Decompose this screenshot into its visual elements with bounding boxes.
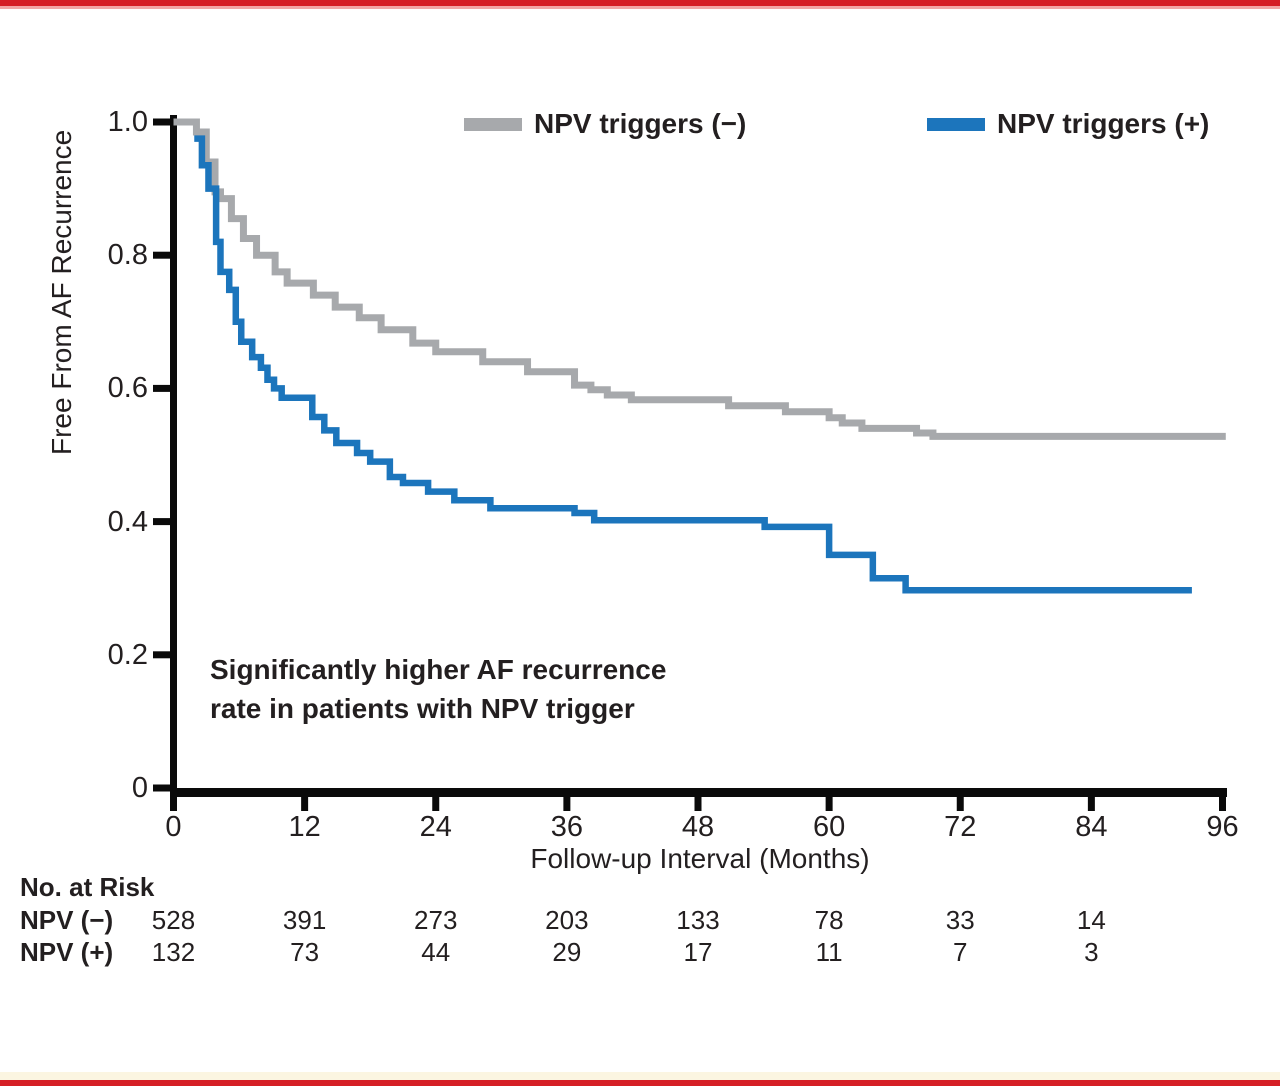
y-axis-line — [170, 115, 177, 797]
risk-count: 29 — [552, 937, 582, 967]
y-tick-label: 0.4 — [107, 505, 148, 538]
x-axis-tick — [956, 797, 964, 811]
y-tick-label: 0.6 — [107, 372, 148, 405]
top-accent-bar — [0, 0, 1280, 6]
legend-swatch-blue — [927, 117, 985, 131]
y-axis-tick — [153, 784, 170, 792]
risk-row-label-npv-negative: NPV (−) — [20, 905, 114, 935]
y-axis-tick — [153, 651, 170, 659]
risk-table-title: No. at Risk — [20, 872, 155, 902]
x-tick-label: 60 — [812, 811, 846, 843]
x-axis-tick — [301, 797, 309, 811]
x-axis-tick — [694, 797, 702, 811]
risk-count: 44 — [421, 937, 451, 967]
risk-count: 133 — [676, 905, 720, 935]
x-tick-label: 24 — [419, 811, 452, 843]
legend-item-npv-negative: NPV triggers (−) — [464, 108, 746, 140]
x-axis-title: Follow-up Interval (Months) — [530, 843, 870, 874]
legend-item-npv-positive: NPV triggers (+) — [927, 108, 1209, 140]
km-curve-npv-negative — [173, 118, 1226, 440]
x-axis-tick — [1087, 797, 1095, 811]
legend-label-npv-negative: NPV triggers (−) — [534, 108, 747, 139]
risk-count: 3 — [1084, 937, 1099, 967]
y-axis-tick — [153, 251, 170, 259]
x-axis-line — [170, 788, 1227, 797]
x-tick-label: 48 — [681, 811, 715, 843]
legend-swatch-gray — [464, 117, 522, 131]
x-axis-tick — [825, 797, 833, 811]
x-tick-label: 0 — [165, 811, 182, 843]
y-axis-tick — [153, 118, 170, 126]
x-tick-label: 36 — [550, 811, 583, 843]
km-curve-npv-positive — [194, 135, 1192, 594]
y-axis-tick — [153, 384, 170, 392]
risk-count: 391 — [282, 905, 327, 935]
annotation-line-1: Significantly higher AF recurrence — [210, 654, 667, 685]
x-axis-tick — [432, 797, 440, 811]
risk-count: 273 — [414, 905, 458, 935]
x-tick-label: 12 — [288, 811, 321, 843]
risk-count: 78 — [814, 905, 844, 935]
bottom-accent-bar-fade — [0, 1072, 1280, 1080]
risk-count: 132 — [151, 937, 196, 967]
x-tick-label: 96 — [1206, 811, 1239, 843]
y-tick-label: 0.2 — [107, 638, 148, 671]
x-axis-tick — [563, 797, 571, 811]
y-tick-label: 1.0 — [107, 106, 148, 138]
x-tick-label: 72 — [944, 811, 977, 843]
annotation-line-2: rate in patients with NPV trigger — [210, 693, 635, 724]
risk-count: 11 — [815, 937, 843, 967]
y-tick-label: 0.8 — [107, 239, 148, 272]
x-tick-label: 84 — [1075, 811, 1108, 843]
x-axis-tick — [1219, 797, 1226, 811]
risk-count: 14 — [1076, 905, 1106, 935]
bottom-accent-bar — [0, 1080, 1280, 1086]
risk-count: 203 — [545, 905, 589, 935]
x-axis-tick — [170, 797, 177, 811]
risk-count: 7 — [953, 937, 968, 967]
annotation-text: Significantly higher AF recurrence rate … — [210, 650, 666, 728]
legend-label-npv-positive: NPV triggers (+) — [997, 108, 1210, 139]
risk-count: 73 — [290, 937, 320, 967]
risk-row-label-npv-positive: NPV (+) — [20, 937, 114, 967]
risk-count: 528 — [151, 905, 196, 935]
y-axis-tick — [153, 518, 170, 526]
top-accent-bar-fade — [0, 6, 1280, 9]
risk-count: 33 — [945, 905, 975, 935]
y-tick-label: 0 — [131, 772, 148, 804]
risk-count: 17 — [683, 937, 713, 967]
